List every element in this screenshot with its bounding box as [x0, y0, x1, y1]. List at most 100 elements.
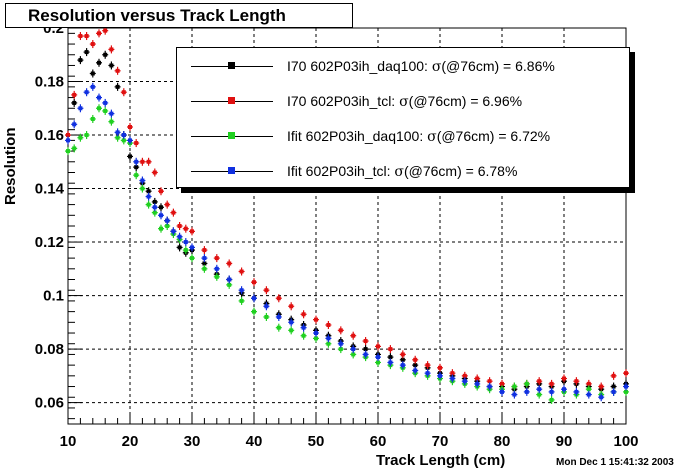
data-point-marker	[376, 344, 380, 349]
data-point-marker	[183, 226, 188, 231]
data-point-marker	[301, 312, 306, 317]
data-point	[573, 377, 580, 386]
data-point	[89, 82, 96, 91]
data-point-marker	[171, 210, 176, 215]
data-point	[275, 323, 282, 332]
data-point-marker	[462, 373, 467, 378]
data-point-marker	[462, 379, 467, 384]
data-point-marker	[599, 395, 604, 400]
data-point	[71, 90, 78, 99]
data-point-marker	[159, 226, 163, 231]
y-tick-label: 0.16	[35, 127, 64, 144]
data-point	[598, 382, 605, 391]
data-point	[412, 355, 419, 364]
data-point	[102, 26, 109, 35]
data-point-marker	[134, 159, 139, 164]
data-point	[77, 56, 84, 65]
x-tick-label: 20	[122, 433, 139, 450]
data-point-marker	[425, 371, 430, 376]
data-point-marker	[537, 387, 542, 392]
data-point-marker	[146, 189, 151, 194]
data-point	[164, 200, 171, 209]
data-point	[83, 32, 90, 41]
data-point-marker	[400, 363, 405, 368]
data-point	[201, 264, 208, 273]
data-point-marker	[109, 111, 114, 116]
data-point	[263, 312, 270, 321]
data-point-marker	[134, 173, 139, 178]
data-point	[96, 58, 102, 67]
data-point	[598, 393, 605, 402]
data-point-marker	[159, 189, 163, 194]
legend-label-0: I70 602P03ih_daq100: σ(@76cm) = 6.86%	[287, 58, 555, 75]
data-point-marker	[500, 381, 504, 386]
y-tick-label: 0.14	[35, 181, 65, 198]
data-point-marker	[252, 280, 256, 285]
data-point	[182, 238, 189, 247]
data-point-marker	[115, 135, 120, 140]
data-point	[120, 88, 127, 97]
data-point-marker	[289, 304, 294, 309]
data-point-marker	[227, 282, 232, 287]
data-point	[139, 184, 146, 193]
data-point-marker	[78, 34, 83, 39]
data-point-marker	[351, 352, 356, 357]
data-point	[170, 208, 177, 217]
data-point	[189, 243, 195, 252]
data-point	[65, 147, 71, 156]
data-point	[226, 259, 233, 268]
data-point-marker	[128, 125, 132, 129]
data-point-marker	[227, 277, 232, 282]
legend: I70 602P03ih_daq100: σ(@76cm) = 6.86% I7…	[176, 47, 630, 188]
data-point-marker	[128, 138, 132, 143]
data-point	[387, 345, 394, 354]
data-point	[263, 302, 270, 311]
data-point	[164, 216, 171, 225]
data-point	[96, 29, 102, 38]
data-point	[226, 275, 233, 284]
data-point	[189, 227, 195, 236]
data-point-marker	[326, 341, 331, 346]
data-point-marker	[103, 100, 108, 105]
axis-ticks	[67, 27, 627, 424]
data-point-marker	[611, 389, 616, 394]
data-point-marker	[264, 288, 269, 293]
data-point	[251, 278, 257, 287]
data-point	[139, 157, 146, 166]
data-point-marker	[376, 360, 380, 365]
data-point-marker	[611, 373, 616, 378]
data-point	[145, 192, 152, 201]
data-point	[536, 385, 543, 394]
data-point	[71, 120, 78, 129]
data-point	[170, 227, 177, 236]
data-point	[201, 254, 208, 263]
data-point	[176, 222, 183, 230]
y-tick-label: 0.08	[35, 341, 64, 358]
data-point-marker	[152, 199, 157, 204]
data-point-marker	[438, 373, 442, 378]
data-point-marker	[214, 266, 219, 271]
data-point-marker	[524, 389, 529, 394]
data-point	[424, 369, 431, 378]
data-point	[96, 93, 102, 102]
data-point	[71, 144, 78, 153]
data-point-marker	[500, 389, 504, 394]
data-point	[127, 152, 133, 161]
data-point-marker	[177, 224, 182, 228]
data-point-marker	[475, 381, 480, 386]
data-point	[182, 246, 189, 255]
data-point-marker	[146, 194, 151, 199]
data-point-marker	[97, 31, 101, 36]
data-point-marker	[413, 368, 418, 373]
data-point	[108, 109, 115, 118]
data-point	[350, 331, 357, 340]
data-point	[77, 32, 84, 41]
data-point	[83, 88, 90, 97]
data-point-marker	[202, 266, 207, 271]
data-point-marker	[159, 205, 163, 210]
x-tick-label: 30	[184, 433, 201, 450]
data-point	[474, 379, 481, 388]
data-point-marker	[159, 213, 163, 218]
data-point	[437, 371, 443, 380]
data-point	[548, 379, 555, 388]
